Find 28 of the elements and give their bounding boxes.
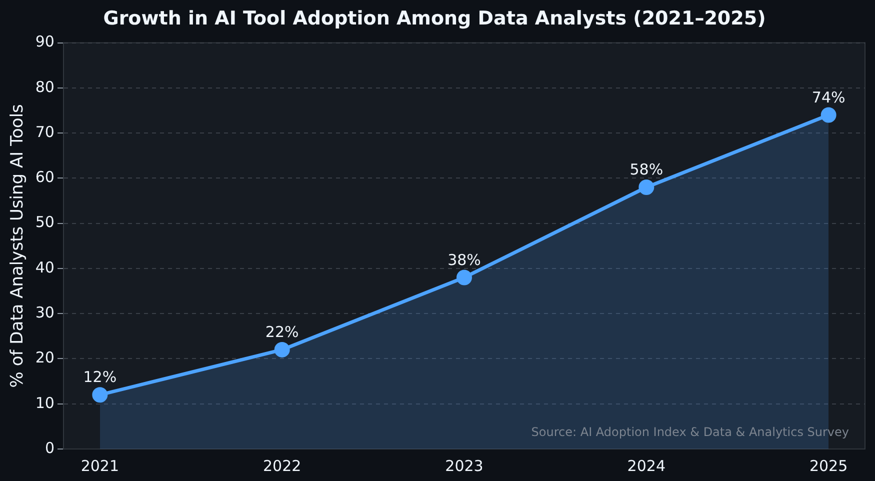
y-tick-label: 0 <box>44 438 54 457</box>
data-label: 58% <box>630 160 664 179</box>
y-tick-label: 30 <box>35 303 54 322</box>
data-label: 12% <box>83 368 117 386</box>
annotation: Source: AI Adoption Index & Data & Analytics Survey <box>531 425 849 440</box>
y-tick-label: 70 <box>35 122 54 141</box>
point <box>456 270 472 286</box>
point <box>638 179 654 195</box>
data-label: 74% <box>812 88 846 106</box>
chart-title: Growth in AI Tool Adoption Among Data Analysts (2021–2025) <box>103 7 766 30</box>
point <box>820 107 836 123</box>
data-label: 38% <box>448 250 481 269</box>
x-tick-label: 2025 <box>809 456 848 475</box>
y-tick-label: 20 <box>35 348 54 367</box>
y-tick-label: 40 <box>35 258 54 276</box>
y-tick-label: 60 <box>35 168 54 186</box>
x-tick-label: 2022 <box>262 456 302 475</box>
x-tick-label: 2021 <box>80 456 120 475</box>
data-label: 22% <box>265 323 299 342</box>
y-tick-label: 10 <box>35 394 54 412</box>
x-tick-label: 2023 <box>445 456 484 475</box>
y-tick-label: 90 <box>35 32 54 51</box>
y-tick-label: 80 <box>35 78 54 96</box>
point <box>274 342 290 358</box>
x-tick-label: 2024 <box>627 456 666 475</box>
y-axis-title: % of Data Analysts Using AI Tools <box>8 104 28 388</box>
y-tick-label: 50 <box>35 213 54 232</box>
point <box>92 387 108 403</box>
